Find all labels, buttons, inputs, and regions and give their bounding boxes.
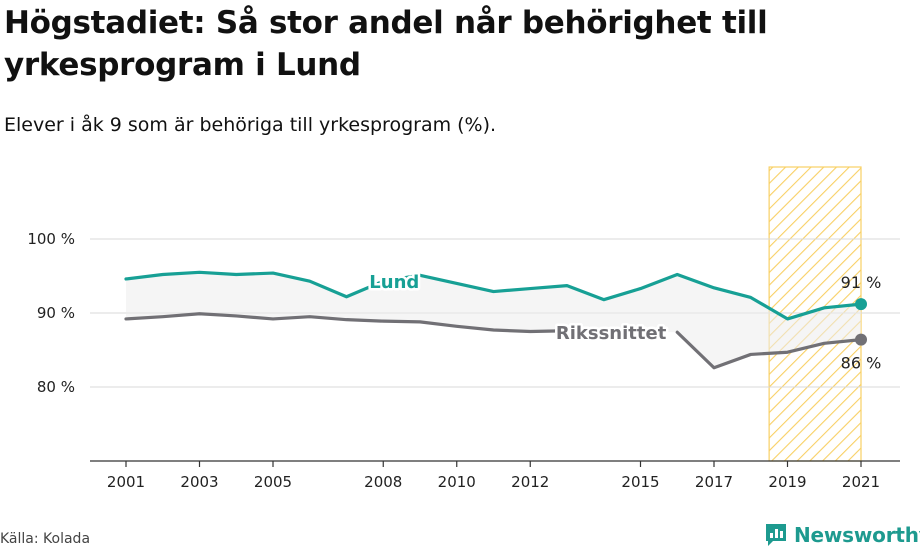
series-line-rikssnittet: [124, 312, 569, 334]
x-tick-label: 2017: [695, 473, 733, 491]
series-label-lund-halo: Lund: [369, 272, 419, 293]
brand-logo: Newsworthy: [764, 520, 920, 550]
series-line-rikssnittet: [675, 330, 863, 370]
end-label-lund: 91 %: [841, 273, 882, 292]
end-point-lund: [855, 298, 867, 311]
x-tick-label: 2015: [621, 473, 659, 491]
x-tick-label: 2021: [842, 473, 880, 491]
line-chart: 80 % 90 % 100 % 2001 2003 2005 2008 2010 2012 20…: [27, 166, 900, 491]
source-note: Källa: Kolada: [0, 531, 91, 547]
x-tick-label: 2019: [768, 473, 806, 491]
x-tick-label: 2003: [180, 473, 218, 491]
y-tick-label: 90 %: [37, 304, 75, 322]
y-tick-label: 80 %: [37, 378, 75, 396]
x-tick-label: 2005: [254, 473, 292, 491]
x-tick-label: 2001: [107, 473, 145, 491]
end-point-rikssnittet: [855, 333, 867, 346]
y-tick-label: 100 %: [27, 230, 75, 248]
end-label-rikssnittet: 86 %: [841, 354, 882, 373]
chart-title: Högstadiet: Så stor andel når behörighet…: [4, 5, 768, 83]
series-label-rikssnittet-halo: Rikssnittet: [556, 323, 667, 344]
series-line-lund: [124, 270, 863, 321]
x-tick-label: 2010: [438, 473, 476, 491]
difference-band: [126, 272, 861, 368]
series-label-rikssnittet: Rikssnittet: [556, 323, 667, 344]
x-tick-label: 2012: [511, 473, 549, 491]
brand-name: Newsworthy: [794, 523, 920, 547]
series-label-lund: Lund: [369, 272, 419, 293]
x-tick-label: 2008: [364, 473, 402, 491]
newsworthy-chart-icon: [766, 524, 786, 546]
chart-subtitle: Elever i åk 9 som är behöriga till yrkes…: [4, 114, 497, 136]
